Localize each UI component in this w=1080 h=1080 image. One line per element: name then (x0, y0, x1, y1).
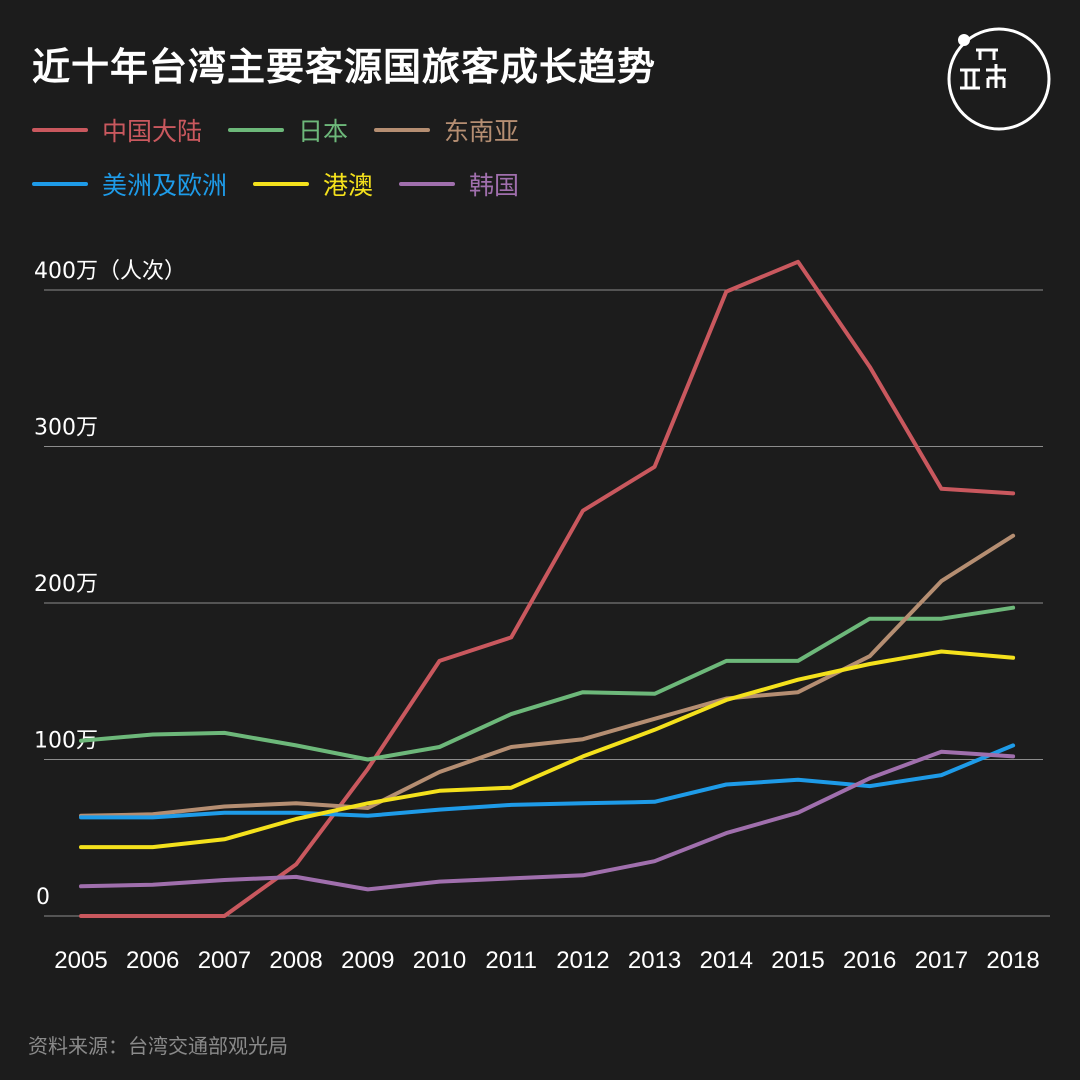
x-tick-label-2016: 2016 (843, 947, 896, 974)
x-tick-label-2012: 2012 (556, 947, 609, 974)
x-tick-label-2015: 2015 (771, 947, 824, 974)
series-line-china (79, 259, 1016, 918)
x-tick-label-2008: 2008 (269, 947, 322, 974)
x-tick-label-2013: 2013 (628, 947, 681, 974)
x-tick-label-2010: 2010 (413, 947, 466, 974)
series-line-japan (79, 605, 1016, 762)
legend-label-japan: 日本 (298, 117, 349, 146)
legend-swatch-korea (399, 182, 456, 186)
page-title: 近十年台湾主要客源国旅客成长趋势 (32, 45, 657, 89)
x-tick-label-2006: 2006 (126, 947, 179, 974)
series-lines (79, 259, 1016, 918)
y-tick-label-0: 0 (36, 885, 50, 910)
legend-item-japan: 日本 (228, 112, 348, 148)
legend-swatch-southeast-asia (374, 128, 431, 132)
legend-label-china: 中国大陆 (102, 117, 203, 146)
legend-item-korea: 韩国 (399, 166, 519, 202)
x-tick-label-2005: 2005 (54, 947, 107, 974)
legend-row-1: 中国大陆 日本 东南亚 (32, 112, 545, 148)
legend-item-americas-europe: 美洲及欧洲 (32, 166, 227, 202)
x-tick-label-2014: 2014 (700, 947, 753, 974)
series-line-korea (79, 749, 1016, 892)
source-note: 资料来源：台湾交通部观光局 (28, 1034, 288, 1058)
x-tick-label-2017: 2017 (915, 947, 968, 974)
legend-swatch-japan (228, 128, 285, 132)
legend-item-southeast-asia: 东南亚 (374, 112, 519, 148)
legend-item-china: 中国大陆 (32, 112, 202, 148)
legend-swatch-china (32, 128, 88, 132)
series-line-hk-macau (79, 649, 1016, 850)
legend-label-hk-macau: 港澳 (323, 171, 374, 200)
x-tick-label-2018: 2018 (986, 947, 1039, 974)
grid-lines (44, 289, 1050, 917)
y-tick-label-200: 200万 (34, 572, 98, 597)
initium-logo-icon (947, 27, 1051, 131)
y-tick-label-300: 300万 (34, 416, 98, 441)
x-tick-label-2007: 2007 (198, 947, 251, 974)
x-tick-label-2011: 2011 (485, 947, 537, 974)
legend-item-hk-macau: 港澳 (253, 166, 373, 202)
legend-swatch-americas-europe (32, 182, 88, 186)
x-axis-tick-labels: 2005 2006 2007 2008 2009 2010 2011 2012 2013 2014… (54, 947, 1039, 974)
legend-label-americas-europe: 美洲及欧洲 (102, 171, 228, 200)
series-line-southeast-asia (79, 533, 1016, 818)
legend-swatch-hk-macau (253, 182, 310, 186)
legend-label-korea: 韩国 (469, 171, 520, 200)
x-tick-label-2009: 2009 (341, 947, 394, 974)
y-tick-label-400: 400万（人次） (34, 259, 186, 284)
legend-label-southeast-asia: 东南亚 (444, 117, 520, 146)
legend-row-2: 美洲及欧洲 港澳 韩国 (32, 166, 545, 202)
